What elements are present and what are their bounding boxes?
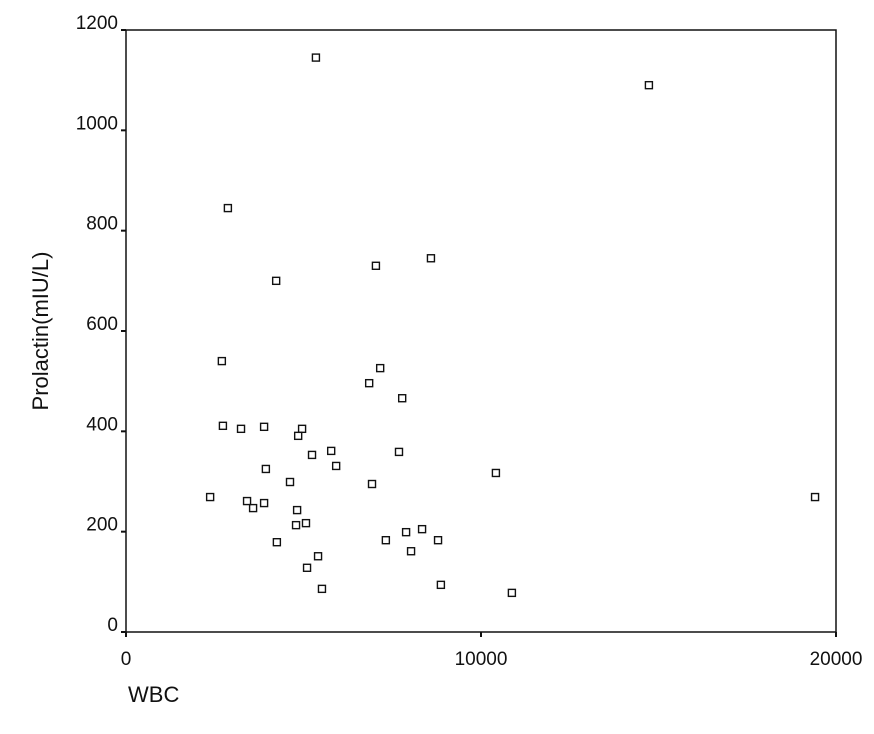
scatter-point xyxy=(307,450,317,460)
scatter-point xyxy=(313,552,323,561)
scatter-point xyxy=(367,479,377,489)
scatter-point xyxy=(302,563,312,572)
scatter-point xyxy=(326,446,336,456)
scatter-point xyxy=(507,588,517,598)
scatter-point xyxy=(272,538,282,547)
y-axis-label: Prolactin(mIU/L) xyxy=(28,252,53,411)
scatter-point xyxy=(397,394,407,403)
y-tick-label: 400 xyxy=(86,414,118,435)
scatter-point xyxy=(205,492,215,502)
scatter-point xyxy=(381,535,391,545)
x-axis-label: WBC xyxy=(128,682,179,707)
x-tick-label: 10000 xyxy=(455,649,508,670)
y-tick-label: 1200 xyxy=(76,13,118,34)
scatter-point xyxy=(292,505,302,515)
scatter-point xyxy=(271,276,281,286)
scatter-point xyxy=(375,363,385,373)
scatter-point xyxy=(285,477,295,487)
scatter-point xyxy=(810,492,820,502)
scatter-point xyxy=(644,80,654,90)
scatter-point xyxy=(242,496,252,506)
y-tick-label: 600 xyxy=(86,314,118,335)
scatter-point xyxy=(217,356,227,366)
y-tick-label: 800 xyxy=(86,214,118,235)
scatter-point xyxy=(261,464,271,474)
x-tick-label: 20000 xyxy=(810,649,863,670)
scatter-point xyxy=(291,520,301,530)
scatter-point xyxy=(364,378,374,388)
y-tick-label: 0 xyxy=(107,615,118,636)
y-tick-label: 1000 xyxy=(76,113,118,134)
scatter-point xyxy=(433,535,443,545)
scatter-point xyxy=(259,498,269,508)
scatter-point xyxy=(223,203,233,213)
scatter-point xyxy=(406,547,416,556)
scatter-point xyxy=(236,424,246,434)
plot-frame xyxy=(125,29,837,633)
scatter-point xyxy=(491,468,501,478)
scatter-point xyxy=(293,431,303,441)
scatter-point xyxy=(297,424,307,434)
scatter-point xyxy=(331,461,341,471)
y-tick-label: 200 xyxy=(86,515,118,536)
x-tick-label: 0 xyxy=(121,649,132,670)
scatter-point xyxy=(394,447,404,457)
scatter-point xyxy=(401,527,411,537)
scatter-point xyxy=(248,503,258,513)
scatter-point xyxy=(317,584,327,594)
scatter-point xyxy=(371,261,381,270)
scatter-point xyxy=(426,254,436,263)
scatter-point xyxy=(259,422,269,432)
scatter-point xyxy=(417,524,427,534)
scatter-point xyxy=(218,421,228,431)
scatter-point xyxy=(311,53,321,62)
scatter-point xyxy=(436,580,446,590)
scatter-point xyxy=(301,518,311,528)
